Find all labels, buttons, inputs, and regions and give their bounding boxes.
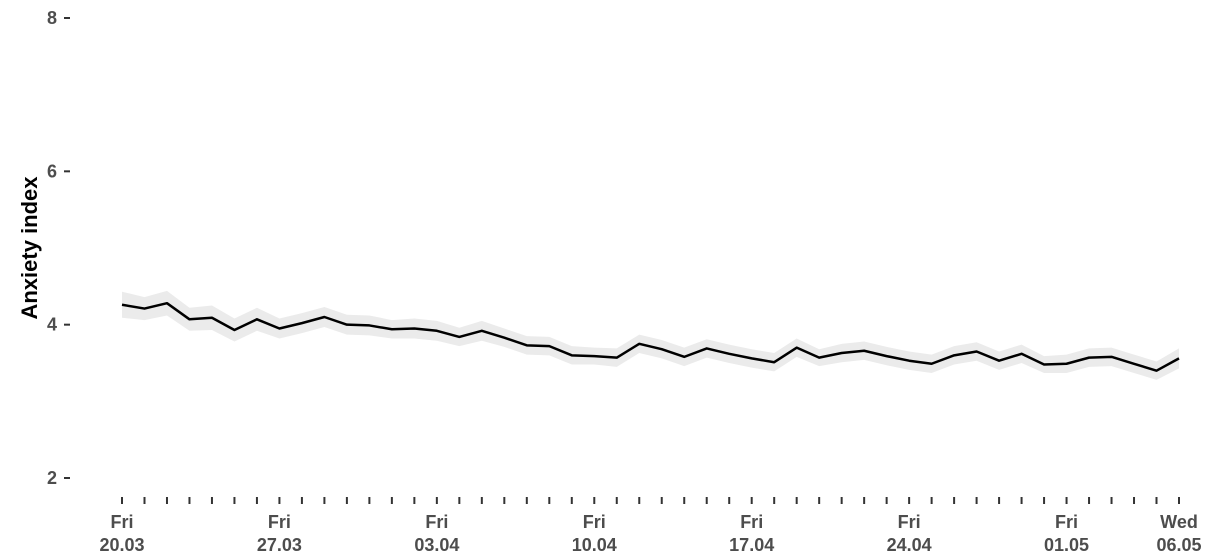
x-tick-label-date: 24.04 (887, 535, 932, 555)
x-tick-label-date: 01.05 (1044, 535, 1089, 555)
x-tick-label-date: 03.04 (414, 535, 459, 555)
x-tick-label-day: Fri (740, 512, 763, 532)
y-tick-label: 4 (47, 315, 57, 335)
y-tick-label: 8 (47, 8, 57, 28)
confidence-band (122, 290, 1179, 380)
x-tick-label-day: Fri (583, 512, 606, 532)
y-tick-label: 2 (47, 468, 57, 488)
x-tick-label-date: 27.03 (257, 535, 302, 555)
x-tick-label-date: 20.03 (99, 535, 144, 555)
x-tick-label-day: Fri (425, 512, 448, 532)
x-tick-label-date: 10.04 (572, 535, 617, 555)
x-tick-label-day: Fri (268, 512, 291, 532)
x-tick-label-day: Wed (1160, 512, 1198, 532)
y-axis-label: Anxiety index (17, 176, 42, 320)
x-tick-label-day: Fri (110, 512, 133, 532)
y-tick-label: 6 (47, 161, 57, 181)
x-tick-label-date: 06.05 (1156, 535, 1201, 555)
anxiety-index-line (121, 301, 1180, 372)
x-tick-label-day: Fri (1055, 512, 1078, 532)
x-tick-label-date: 17.04 (729, 535, 774, 555)
x-tick-label-day: Fri (898, 512, 921, 532)
